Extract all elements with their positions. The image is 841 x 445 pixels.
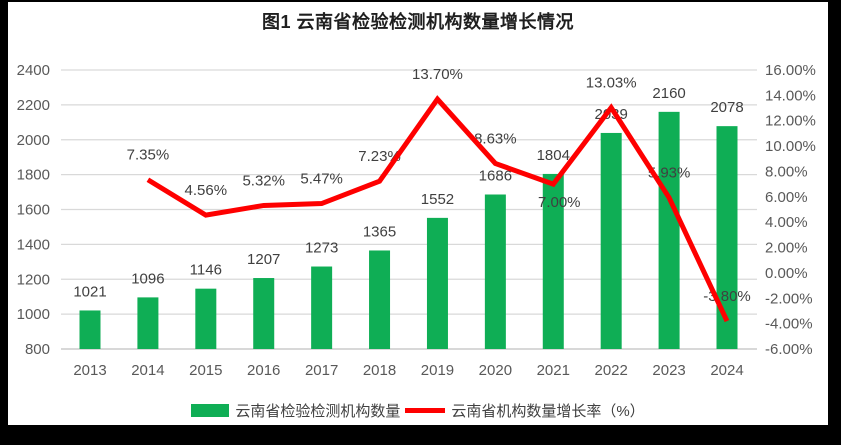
y-left-tick-label: 1000 — [17, 306, 50, 323]
y-left-tick-label: 2200 — [17, 97, 50, 114]
pct-label: 13.03% — [586, 75, 637, 92]
x-tick-label: 2014 — [131, 362, 164, 379]
bar-value-label: 1686 — [479, 168, 512, 185]
y-right-tick-label: 0.00% — [765, 265, 808, 282]
bar-2014 — [137, 297, 159, 349]
x-tick-label: 2016 — [247, 362, 280, 379]
bar-2020 — [484, 194, 506, 349]
pct-label: 7.00% — [538, 194, 581, 211]
y-left-tick-label: 1800 — [17, 167, 50, 184]
bar-value-label: 1552 — [421, 191, 454, 208]
plot-area: 800 1000 1200 1400 1600 1800 2000 2200 2400 16.00… — [17, 62, 816, 379]
bar-value-label: 1207 — [247, 251, 280, 268]
x-tick-label: 2013 — [73, 362, 106, 379]
pct-label: 13.70% — [412, 66, 463, 83]
y-right-tick-label: -6.00% — [765, 341, 813, 358]
line-series-swatch-icon — [405, 408, 446, 413]
chart-container: 图1 云南省检验检测机构数量增长情况 800 1000 1200 1400 1600 18… — [8, 2, 828, 425]
legend-item-bars: 云南省检验检测机构数量 — [191, 400, 400, 421]
pct-label: 5.32% — [242, 172, 285, 189]
pct-label: 7.23% — [358, 148, 401, 165]
y-right-tick-label: 12.00% — [765, 113, 816, 130]
y-right-tick-label: 6.00% — [765, 189, 808, 206]
pct-label: 5.47% — [300, 171, 343, 188]
bar-value-label: 1804 — [537, 147, 570, 164]
bar-value-label: 1365 — [363, 223, 396, 240]
y-left-tick-label: 1600 — [17, 202, 50, 219]
legend-item-line: 云南省机构数量增长率（%） — [405, 400, 645, 421]
pct-label: 8.63% — [474, 130, 517, 147]
x-tick-label: 2015 — [189, 362, 222, 379]
bar-2023 — [658, 111, 680, 349]
bar-2019 — [426, 217, 448, 349]
growth-rate-line — [146, 95, 730, 323]
bar-2017 — [311, 266, 333, 349]
bar-2016 — [253, 278, 275, 349]
bar-value-label: 1273 — [305, 240, 338, 257]
x-tick-label: 2020 — [479, 362, 512, 379]
bar-value-label: 2160 — [652, 85, 685, 102]
bar-2024 — [716, 126, 738, 350]
y-right-tick-label: 8.00% — [765, 163, 808, 180]
bar-series-swatch-icon — [191, 404, 230, 417]
bar-2015 — [195, 288, 217, 349]
bar-2018 — [369, 250, 391, 349]
y-right-tick-label: -4.00% — [765, 316, 813, 333]
y-left-tick-label: 2000 — [17, 132, 50, 149]
x-tick-label: 2021 — [537, 362, 570, 379]
y-right-tick-label: 10.00% — [765, 138, 816, 155]
legend-label-bars: 云南省检验检测机构数量 — [235, 403, 401, 420]
y-left-tick-label: 2400 — [17, 62, 50, 79]
pct-label: 7.35% — [127, 147, 170, 164]
y-right-tick-label: 14.00% — [765, 87, 816, 104]
bar-value-label: 1021 — [73, 283, 106, 300]
legend-label-line: 云南省机构数量增长率（%） — [451, 403, 645, 420]
y-right-tick-label: 16.00% — [765, 62, 816, 79]
bar-value-label: 1146 — [190, 262, 222, 279]
chart-title: 图1 云南省检验检测机构数量增长情况 — [261, 12, 574, 32]
x-tick-label: 2024 — [710, 362, 743, 379]
y-left-tick-label: 1200 — [17, 271, 50, 288]
pct-label: 4.56% — [185, 182, 228, 199]
x-tick-label: 2018 — [363, 362, 396, 379]
y-right-tick-label: 4.00% — [765, 214, 808, 231]
bar-2021 — [542, 173, 564, 349]
y-left-tick-label: 1400 — [17, 236, 50, 253]
x-tick-label: 2023 — [652, 362, 685, 379]
y-right-tick-label: -2.00% — [765, 290, 813, 307]
bar-2022 — [600, 132, 622, 349]
bar-2013 — [79, 310, 101, 349]
bar-value-label: 1096 — [131, 270, 164, 287]
x-tick-label: 2017 — [305, 362, 338, 379]
bar-value-label: 2078 — [710, 99, 743, 116]
y-right-tick-label: 2.00% — [765, 240, 808, 257]
legend: 云南省检验检测机构数量 云南省机构数量增长率（%） — [8, 400, 828, 421]
x-tick-label: 2022 — [594, 362, 627, 379]
y-left-tick-label: 800 — [25, 341, 50, 358]
x-tick-label: 2019 — [421, 362, 454, 379]
